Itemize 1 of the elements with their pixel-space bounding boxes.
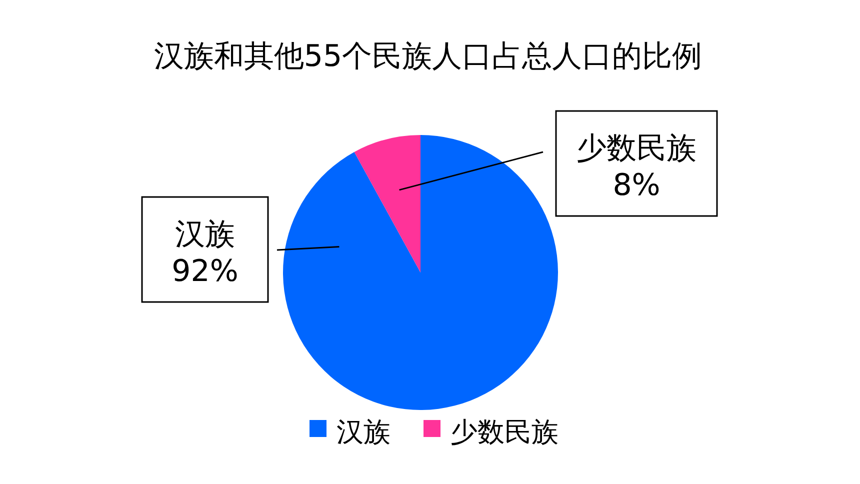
- title: 汉族和其他55个民族人口占总人口的比例: [154, 39, 702, 74]
